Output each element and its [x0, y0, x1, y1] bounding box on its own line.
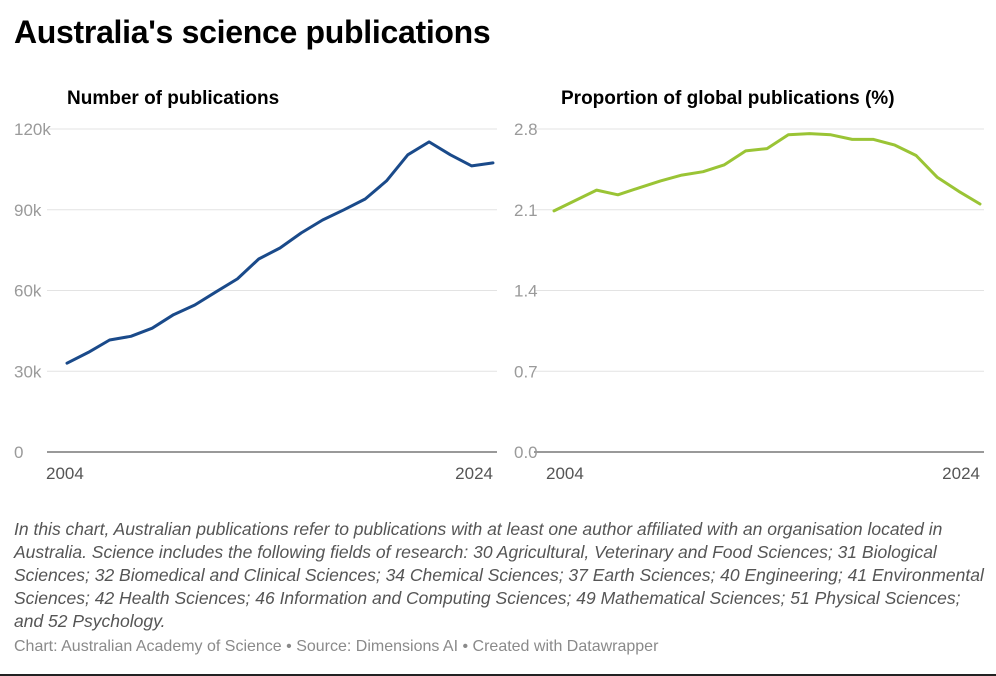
chart-title: Australia's science publications	[14, 14, 491, 50]
y-tick-label: 0.0	[514, 443, 538, 462]
y-tick-label: 60k	[14, 282, 42, 301]
y-tick-label: 0.7	[514, 362, 538, 381]
y-tick-label: 0	[14, 443, 23, 462]
chart-notes: In this chart, Australian publications r…	[14, 519, 984, 631]
y-tick-label: 2.8	[514, 120, 538, 139]
series-line	[65, 140, 495, 365]
series-line	[552, 132, 982, 213]
charts-svg: 0 30k 60k 90k 120k 2004 2024 0.0 0.7 1.4 2.1 2.8 200…	[14, 120, 984, 483]
x-tick-label: 2024	[455, 464, 493, 483]
y-tick-label: 1.4	[514, 282, 538, 301]
x-tick-label: 2024	[942, 464, 980, 483]
y-tick-label: 30k	[14, 362, 42, 381]
y-tick-label: 2.1	[514, 201, 538, 220]
right-chart-title: Proportion of global publications (%)	[561, 88, 895, 109]
y-tick-label: 90k	[14, 201, 42, 220]
x-tick-label: 2004	[546, 464, 584, 483]
divider	[0, 674, 996, 676]
chart-credit: Chart: Australian Academy of Science • S…	[14, 638, 659, 655]
left-chart-title: Number of publications	[67, 88, 280, 109]
x-tick-label: 2004	[46, 464, 84, 483]
y-tick-label: 120k	[14, 120, 51, 139]
